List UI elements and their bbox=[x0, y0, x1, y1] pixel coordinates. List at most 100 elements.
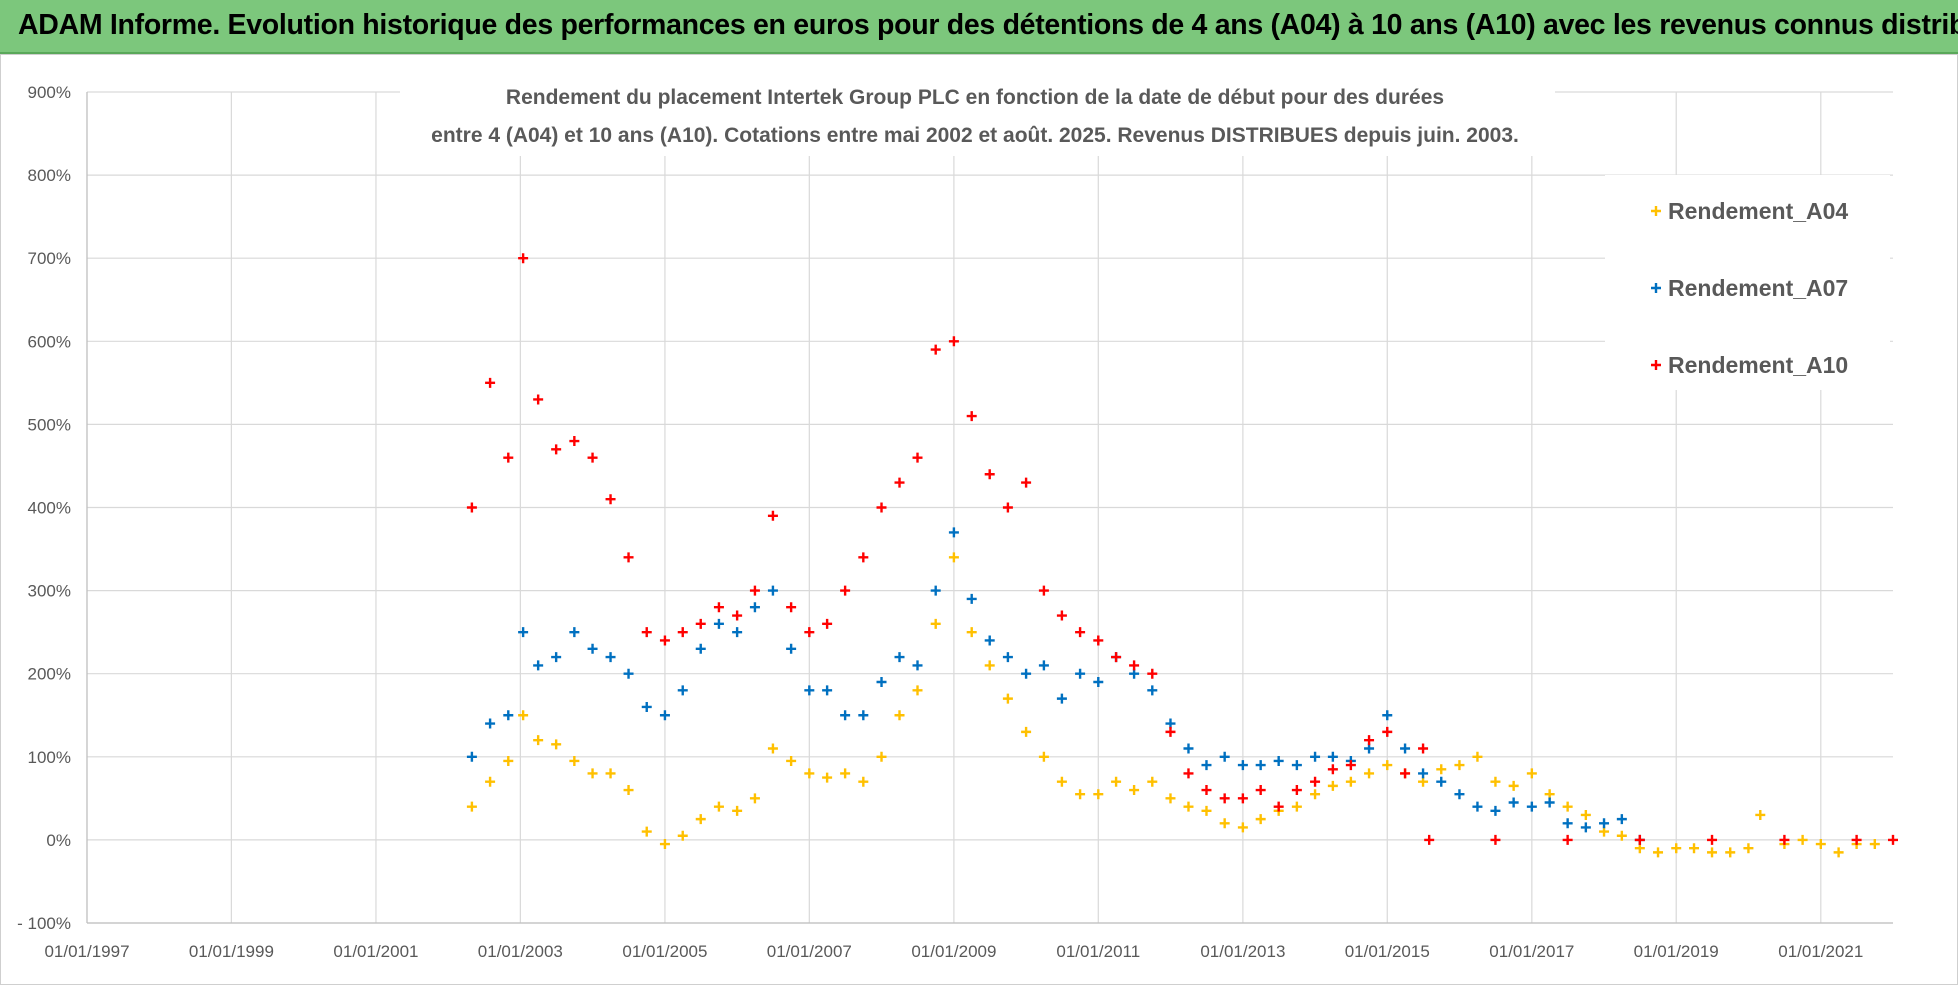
chart-title-line1: Rendement du placement Intertek Group PL… bbox=[506, 86, 1444, 109]
x-tick-label: 01/01/2011 bbox=[1056, 942, 1140, 961]
data-point bbox=[912, 685, 923, 696]
data-point bbox=[1075, 627, 1086, 638]
data-point bbox=[466, 801, 477, 812]
data-point bbox=[786, 643, 797, 654]
data-point bbox=[587, 643, 598, 654]
data-point bbox=[1038, 751, 1049, 762]
data-point bbox=[587, 452, 598, 463]
data-point bbox=[749, 602, 760, 613]
chart-gridlines bbox=[86, 91, 1893, 924]
data-point bbox=[1797, 834, 1808, 845]
data-point bbox=[605, 652, 616, 663]
y-tick-label: 100% bbox=[28, 748, 71, 767]
data-point bbox=[1038, 585, 1049, 596]
data-point bbox=[894, 652, 905, 663]
data-point bbox=[695, 618, 706, 629]
data-point bbox=[1021, 726, 1032, 737]
title-background bbox=[400, 82, 1555, 156]
data-point bbox=[533, 660, 544, 671]
header-banner: ADAM Informe. Evolution historique des p… bbox=[0, 0, 1958, 54]
data-point bbox=[695, 814, 706, 825]
data-point bbox=[1075, 668, 1086, 679]
data-point bbox=[1418, 768, 1429, 779]
x-tick-label: 01/01/2007 bbox=[767, 942, 852, 961]
data-point bbox=[1237, 822, 1248, 833]
data-point bbox=[984, 635, 995, 646]
data-point bbox=[804, 627, 815, 638]
data-point bbox=[623, 552, 634, 563]
data-point bbox=[1255, 814, 1266, 825]
data-point bbox=[466, 751, 477, 762]
data-point bbox=[1382, 726, 1393, 737]
x-tick-label: 01/01/2009 bbox=[911, 942, 996, 961]
data-point bbox=[1400, 768, 1411, 779]
data-point bbox=[641, 701, 652, 712]
x-tick-label: 01/01/2015 bbox=[1345, 942, 1430, 961]
data-point bbox=[804, 685, 815, 696]
data-point bbox=[518, 710, 529, 721]
data-point bbox=[518, 253, 529, 264]
data-point bbox=[1454, 760, 1465, 771]
data-point bbox=[503, 452, 514, 463]
data-point bbox=[1418, 743, 1429, 754]
data-point bbox=[1021, 477, 1032, 488]
y-tick-label: 800% bbox=[28, 166, 71, 185]
data-point bbox=[1291, 760, 1302, 771]
data-point bbox=[767, 585, 778, 596]
data-point bbox=[1364, 735, 1375, 746]
x-tick-label: 01/01/2013 bbox=[1200, 942, 1285, 961]
data-point bbox=[1183, 743, 1194, 754]
y-tick-label: 700% bbox=[28, 249, 71, 268]
data-point bbox=[1002, 693, 1013, 704]
data-point bbox=[1219, 751, 1230, 762]
data-point bbox=[840, 585, 851, 596]
data-point bbox=[1056, 693, 1067, 704]
data-point bbox=[966, 411, 977, 422]
legend-marker bbox=[1651, 283, 1661, 293]
data-point bbox=[623, 785, 634, 796]
data-point bbox=[1201, 760, 1212, 771]
data-point bbox=[485, 776, 496, 787]
data-point bbox=[1599, 818, 1610, 829]
y-tick-label: 500% bbox=[28, 415, 71, 434]
data-point bbox=[1544, 797, 1555, 808]
data-point bbox=[1129, 660, 1140, 671]
data-point bbox=[503, 710, 514, 721]
data-point bbox=[1201, 805, 1212, 816]
data-point bbox=[1183, 768, 1194, 779]
data-point bbox=[1273, 801, 1284, 812]
data-point bbox=[1526, 801, 1537, 812]
banner-title: ADAM Informe. Evolution historique des p… bbox=[18, 9, 1958, 41]
data-point bbox=[1424, 834, 1435, 845]
data-point bbox=[732, 627, 743, 638]
data-point bbox=[1616, 830, 1627, 841]
x-tick-label: 01/01/2021 bbox=[1778, 942, 1863, 961]
data-point bbox=[659, 635, 670, 646]
data-point bbox=[1021, 668, 1032, 679]
data-point bbox=[1364, 768, 1375, 779]
data-point bbox=[894, 477, 905, 488]
data-point bbox=[1851, 834, 1862, 845]
data-point bbox=[876, 751, 887, 762]
x-tick-label: 01/01/2003 bbox=[478, 942, 563, 961]
data-point bbox=[1400, 743, 1411, 754]
data-point bbox=[1093, 677, 1104, 688]
data-point bbox=[466, 502, 477, 513]
data-point bbox=[858, 552, 869, 563]
chart-title-line2: entre 4 (A04) et 10 ans (A10). Cotations… bbox=[431, 124, 1519, 147]
data-point bbox=[1237, 793, 1248, 804]
data-point bbox=[1310, 776, 1321, 787]
data-point bbox=[1671, 843, 1682, 854]
data-point bbox=[984, 660, 995, 671]
data-point bbox=[677, 830, 688, 841]
y-tick-label: 300% bbox=[28, 582, 71, 601]
data-point bbox=[551, 652, 562, 663]
data-point bbox=[1562, 818, 1573, 829]
data-point bbox=[1237, 760, 1248, 771]
data-point bbox=[1219, 793, 1230, 804]
data-point bbox=[822, 618, 833, 629]
data-point bbox=[1869, 839, 1880, 850]
series-Rendement_A10 bbox=[466, 253, 1898, 845]
data-point bbox=[948, 336, 959, 347]
data-point bbox=[659, 710, 670, 721]
